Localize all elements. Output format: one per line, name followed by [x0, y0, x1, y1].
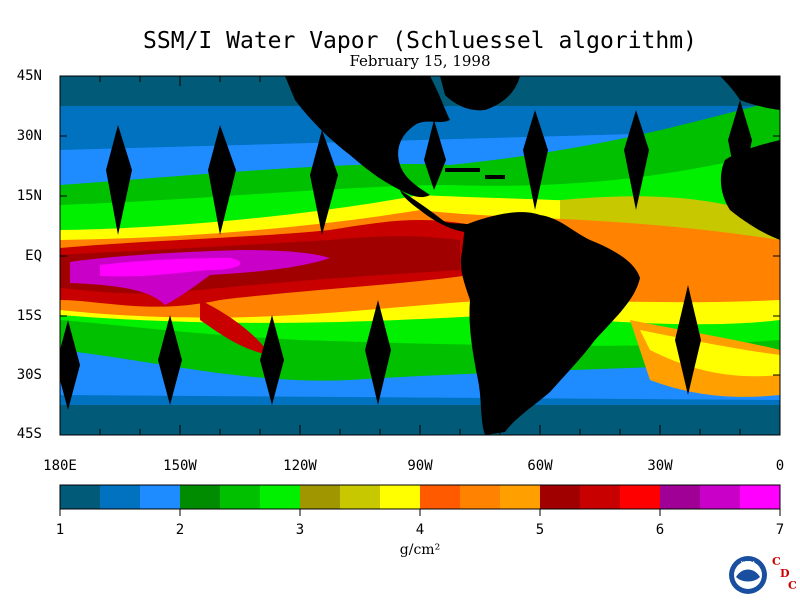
- land-north-america: [285, 76, 450, 198]
- noaa-logo: NOAA: [729, 556, 767, 594]
- vapor-spcz-red: [200, 300, 270, 355]
- lat-label-45n: 45N: [16, 68, 42, 84]
- lat-label-30s: 30S: [16, 367, 42, 383]
- colorbar-swatch-14: [580, 485, 621, 509]
- vapor-atlantic-south-yellow: [640, 330, 780, 377]
- lon-label-180e: 180E: [43, 458, 77, 474]
- swath-gap-1: [106, 125, 132, 235]
- colorbar-swatch-18: [740, 485, 781, 509]
- colorbar-swatch-17: [700, 485, 741, 509]
- lon-ticks: [59, 76, 781, 435]
- colorbar-swatch-16: [660, 485, 701, 509]
- noaa-logo-text: NOAA: [741, 561, 756, 567]
- land-cuba: [445, 168, 480, 172]
- swath-gap-4: [424, 120, 446, 190]
- lon-label-150w: 150W: [163, 458, 197, 474]
- land-south-america: [460, 212, 640, 435]
- swath-gap-6: [624, 110, 649, 210]
- colorbar-ticks: [59, 509, 781, 516]
- swath-gap-12: [474, 305, 498, 395]
- swath-gap-8: [60, 320, 80, 410]
- lat-label-eq: EQ: [25, 248, 42, 264]
- cdc-letter-1: C: [772, 555, 781, 568]
- colorbar-swatch-3: [140, 485, 181, 509]
- colorbar-label-7: 7: [775, 522, 785, 538]
- colorbar-swatch-15: [620, 485, 661, 509]
- colorbar-label-6: 6: [655, 522, 665, 538]
- lon-label-120w: 120W: [283, 458, 317, 474]
- colorbar-swatch-5: [220, 485, 261, 509]
- lon-label-60w: 60W: [527, 458, 553, 474]
- land-north-america-east: [440, 76, 520, 111]
- map-title: SSM/I Water Vapor (Schluessel algorithm): [143, 28, 697, 54]
- lon-label-30w: 30W: [647, 458, 673, 474]
- colorbar-swatch-7: [300, 485, 341, 509]
- vapor-core-magenta: [100, 258, 241, 277]
- colorbar-swatch-13: [540, 485, 581, 509]
- lat-label-15n: 15N: [16, 188, 42, 204]
- lat-ticks: [60, 75, 780, 436]
- lat-label-30n: 30N: [16, 128, 42, 144]
- colorbar-swatch-11: [460, 485, 501, 509]
- lon-label-0: 0: [775, 458, 785, 474]
- noaa-logo-bird: [736, 569, 760, 582]
- colorbar-swatch-2: [100, 485, 141, 509]
- swath-gap-5: [523, 110, 548, 210]
- colorbar: [60, 485, 781, 509]
- colorbar-label-3: 3: [295, 522, 305, 538]
- swath-gap-9: [158, 315, 182, 405]
- lat-label-15s: 15S: [16, 308, 42, 324]
- colorbar-swatch-10: [420, 485, 461, 509]
- swath-gap-10: [260, 315, 284, 405]
- colorbar-label-5: 5: [535, 522, 545, 538]
- swath-gap-7: [728, 100, 752, 200]
- colorbar-swatch-1: [60, 485, 101, 509]
- colorbar-label-1: 1: [55, 522, 65, 538]
- swath-gap-2: [208, 125, 236, 235]
- colorbar-swatch-8: [340, 485, 381, 509]
- colorbar-swatch-9: [380, 485, 421, 509]
- land-hispaniola: [485, 175, 505, 179]
- colorbar-swatch-4: [180, 485, 221, 509]
- cdc-letter-2: D: [780, 567, 790, 580]
- cdc-letter-3: C: [788, 579, 797, 592]
- colorbar-label-2: 2: [175, 522, 185, 538]
- land-europe: [720, 76, 780, 110]
- lat-label-45s: 45S: [16, 426, 42, 442]
- swath-gap-3: [310, 130, 338, 235]
- map-date: February 15, 1998: [349, 52, 491, 70]
- swath-gap-13: [675, 285, 701, 395]
- colorbar-swatch-6: [260, 485, 301, 509]
- lon-label-90w: 90W: [407, 458, 433, 474]
- colorbar-label-4: 4: [415, 522, 425, 538]
- colorbar-swatch-12: [500, 485, 541, 509]
- colorbar-units: g/cm²: [399, 542, 441, 558]
- swath-gap-11: [365, 300, 391, 405]
- land-central-america: [400, 190, 470, 232]
